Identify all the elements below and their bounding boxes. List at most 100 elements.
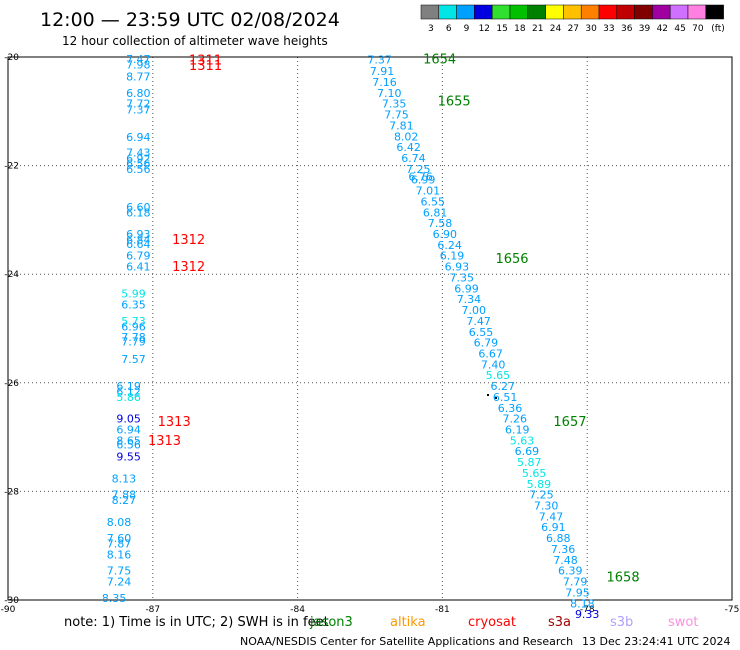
wave-height-value: 6.39 [558, 565, 583, 578]
wave-height-value: 8.77 [126, 71, 151, 84]
wave-height-value: 6.81 [423, 206, 448, 219]
wave-height-value: 5.65 [486, 369, 511, 382]
wave-height-value: 6.51 [493, 391, 518, 404]
wave-height-value: 7.40 [481, 358, 506, 371]
pass-number-label: 1312 [172, 260, 205, 275]
y-tick-label: -20 [4, 53, 19, 63]
wave-height-value: 7.75 [384, 109, 409, 122]
wave-height-value: 5.65 [522, 467, 547, 480]
legend-swatch [527, 4, 546, 20]
pass-number-label: 1658 [607, 571, 640, 586]
pass-number-label: 1655 [438, 94, 471, 109]
wave-height-value: 6.35 [121, 299, 146, 312]
plot-frame [7, 56, 733, 601]
wave-height-value: 5.73 [121, 315, 146, 328]
legend-swatch [474, 4, 493, 20]
wave-height-value: 8.35 [102, 592, 127, 605]
satellite-label-s3a: s3a [548, 615, 571, 630]
pass-number-label: 1654 [423, 53, 456, 68]
wave-height-value: 6.41 [126, 261, 151, 274]
wave-height-value: 6.18 [126, 206, 151, 219]
pass-number-label: 1657 [553, 415, 586, 430]
wave-height-value: 8.16 [107, 548, 132, 561]
wave-height-value: 6.60 [126, 201, 151, 214]
wave-height-value: 7.47 [466, 315, 491, 328]
wave-height-value: 6.19 [116, 380, 141, 393]
track-marker [487, 394, 497, 399]
color-legend: 3 6 9 12 15 18 21 24 27 30 33 36 39 42 45 70 (ft) [420, 4, 725, 34]
pass-number-label: 1311 [189, 59, 222, 74]
wave-height-value: 7.60 [107, 532, 132, 545]
wave-height-value: 8.18 [570, 597, 595, 610]
legend-swatch [687, 4, 707, 20]
wave-height-value: 7.37 [367, 54, 392, 67]
legend-swatch [420, 4, 440, 20]
legend-swatch [616, 4, 635, 20]
axis-ticks: -90 -87 -84 -81 -78 -75 -20 -22 -24 -26 -28 -30 [1, 53, 740, 615]
legend-label: 30 [585, 24, 597, 34]
legend-label: 18 [514, 24, 526, 34]
legend-label: 39 [639, 24, 651, 34]
wave-height-value: 7.25 [406, 163, 431, 176]
wave-height-value: 6.67 [478, 347, 503, 360]
legend-label: 24 [550, 24, 562, 34]
wave-height-value: 6.92 [126, 153, 151, 166]
wave-height-value: 6.90 [433, 228, 458, 241]
satellite-label-s3b: s3b [610, 615, 633, 630]
legend-label: 15 [496, 24, 507, 34]
legend-swatch [491, 4, 511, 20]
wave-height-value: 6.79 [474, 337, 499, 350]
legend-label: 33 [603, 24, 614, 34]
wave-height-value: 6.94 [116, 423, 141, 436]
wave-height-value: 5.99 [121, 288, 146, 301]
wave-height-value: 6.93 [445, 261, 470, 274]
wave-height-value: 7.10 [377, 87, 402, 100]
wave-height-value: 7.91 [370, 65, 395, 78]
pass-number-label: 1313 [148, 434, 181, 449]
wave-height-value: 7.24 [107, 576, 132, 589]
y-tick-label: -22 [4, 162, 19, 172]
legend-swatch [509, 4, 529, 20]
satellite-label-swot: swot [668, 615, 698, 630]
wave-height-value: 5.87 [517, 456, 542, 469]
marker-dot [495, 397, 497, 399]
legend-label: 6 [446, 24, 452, 34]
legend-swatch [598, 4, 618, 20]
legend-swatch [705, 4, 724, 20]
wave-height-value: 6.42 [396, 141, 421, 154]
wave-height-value: 7.01 [416, 185, 441, 198]
marker-dot [487, 394, 489, 396]
wave-height-value: 8.13 [112, 472, 137, 485]
wave-height-value: 6.19 [505, 423, 530, 436]
legend-swatch [438, 4, 457, 20]
wave-height-value: 7.35 [449, 271, 474, 284]
wave-height-value: 7.30 [534, 500, 559, 513]
wave-height-value: 6.69 [515, 445, 540, 458]
observation-values: 7.477.988.776.807.727.376.947.436.926.56… [102, 53, 600, 621]
wave-height-value: 7.26 [503, 413, 528, 426]
legend-label: 12 [479, 24, 490, 34]
wave-height-value: 6.96 [121, 320, 146, 333]
wave-height-value: 7.25 [529, 489, 554, 502]
wave-height-value: 6.91 [541, 521, 566, 534]
legend-label: 42 [657, 24, 668, 34]
wave-height-value: 7.37 [126, 104, 151, 117]
wave-height-value: 7.57 [121, 353, 146, 366]
x-tick-label: -84 [290, 605, 305, 615]
wave-height-value: 7.95 [565, 586, 590, 599]
wave-height-value: 6.76 [408, 170, 433, 183]
satellite-label-altika: altika [390, 615, 426, 630]
note-text: note: 1) Time is in UTC; 2) SWH is in fe… [64, 615, 329, 630]
chart-subtitle: 12 hour collection of altimeter wave hei… [62, 34, 328, 48]
x-tick-label: -75 [725, 605, 740, 615]
wave-height-value: 7.79 [121, 336, 146, 349]
wave-height-value: 7.79 [563, 576, 588, 589]
y-tick-label: -28 [4, 487, 19, 497]
legend-label: 21 [532, 24, 543, 34]
wave-height-value: 6.24 [437, 239, 462, 252]
wave-height-value: 7.58 [428, 217, 453, 230]
pass-number-label: 1311 [189, 54, 222, 69]
wave-height-value: 7.35 [382, 98, 407, 111]
